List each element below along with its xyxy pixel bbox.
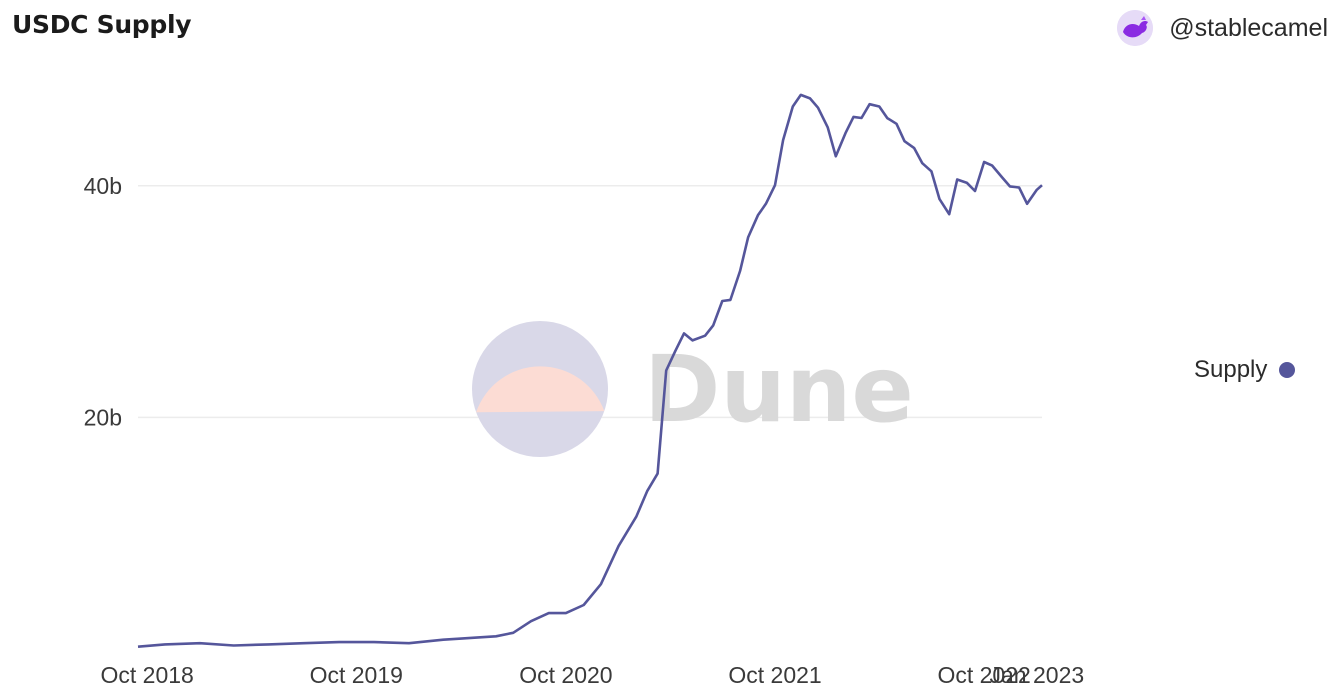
x-tick-label: Oct 2021	[728, 662, 821, 686]
author-link[interactable]: @stablecamel	[1117, 8, 1328, 48]
chart-title: USDC Supply	[12, 10, 192, 39]
author-avatar-icon	[1117, 10, 1154, 46]
legend-swatch-supply	[1279, 362, 1296, 378]
x-axis: Oct 2018 Oct 2019 Oct 2020 Oct 2021 Oct 2022…	[100, 662, 1084, 686]
watermark-text: Dune	[644, 336, 914, 443]
x-tick-label: Jan 2023	[990, 662, 1085, 686]
x-tick-label: Oct 2018	[100, 662, 193, 686]
legend[interactable]: Supply	[1194, 356, 1296, 384]
series-line-supply[interactable]	[137, 93, 1043, 648]
legend-label-supply: Supply	[1194, 356, 1268, 383]
x-tick-label: Oct 2019	[310, 662, 403, 686]
x-tick-label: Oct 2020	[519, 662, 612, 686]
dune-logo-icon	[472, 321, 608, 457]
y-tick-label: 20b	[84, 404, 122, 430]
y-tick-label: 40b	[84, 173, 122, 199]
author-handle: @stablecamel	[1169, 13, 1328, 42]
x-tick-label: Oct 2022	[937, 662, 1030, 686]
dune-watermark: Dune	[472, 321, 914, 457]
y-axis: 20b 40b	[84, 173, 122, 431]
series-layer	[137, 93, 1043, 648]
